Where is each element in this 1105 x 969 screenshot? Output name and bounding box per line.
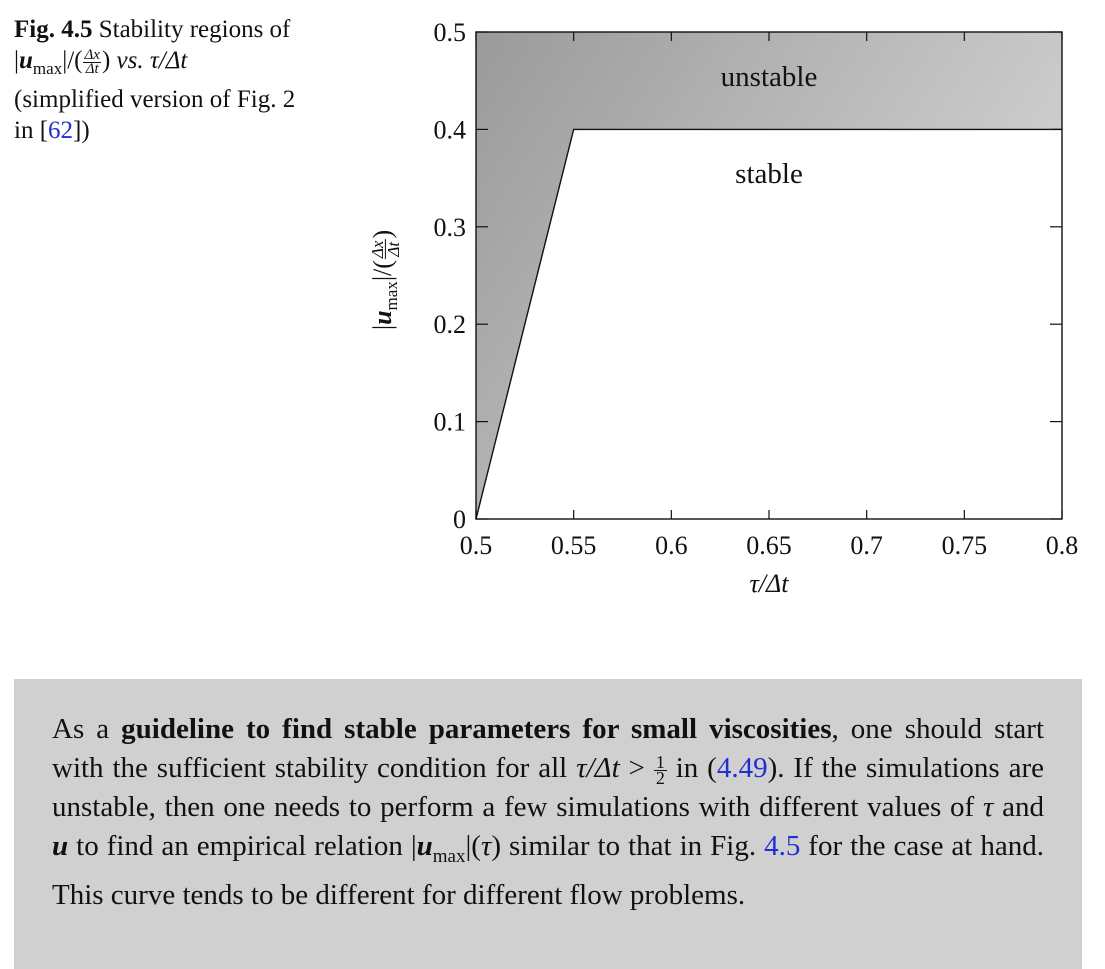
- caption-ref-link[interactable]: 62: [48, 117, 74, 144]
- guideline-and: and: [993, 791, 1045, 823]
- guideline-u: u: [52, 830, 69, 862]
- stable-region-label: stable: [735, 158, 803, 190]
- y-tick-label: 0.3: [434, 213, 467, 242]
- caption-frac-den: Δt: [85, 60, 99, 77]
- guideline-text-6: |(: [465, 830, 481, 862]
- y-tick-label: 0.4: [434, 115, 467, 144]
- x-tick-label: 0.8: [1046, 531, 1079, 560]
- caption-u-symbol: u: [19, 47, 33, 74]
- x-tick-label: 0.75: [942, 531, 988, 560]
- guideline-gt: >: [619, 752, 654, 784]
- y-tick-label: 0.1: [434, 408, 467, 437]
- stability-boundary-line: [475, 128, 1062, 520]
- guideline-bold-text: guideline to find stable parameters for …: [121, 713, 832, 745]
- x-tick-label: 0.5: [460, 531, 493, 560]
- caption-close: ]): [73, 117, 90, 144]
- caption-fraction: Δx Δt: [83, 46, 101, 77]
- x-tick-label: 0.7: [850, 531, 883, 560]
- x-axis-label: τ/Δt: [749, 569, 789, 598]
- ylabel-frac-den: Δt: [383, 241, 403, 257]
- guideline-text-4: ). If the simulations are unstable, then…: [52, 752, 1045, 823]
- guideline-text-8: for the case at hand. This curve tends t…: [52, 830, 1044, 911]
- guideline-box: As a guideline to find stable parameters…: [14, 679, 1082, 969]
- caption-vs: vs.: [116, 47, 144, 74]
- unstable-region-label: unstable: [721, 61, 818, 93]
- guideline-tau-2: τ: [480, 830, 492, 862]
- figure-caption: Fig. 4.5 Stability regions of |umax|/(Δx…: [14, 16, 296, 144]
- guideline-tau: τ: [982, 791, 994, 823]
- guideline-tau-expr: τ/Δt: [576, 752, 620, 784]
- caption-in: in [: [14, 117, 49, 144]
- y-tick-label: 0.2: [434, 310, 467, 339]
- ylabel-max: max: [382, 281, 402, 311]
- caption-simplified: (simplified version of Fig. 2: [14, 86, 296, 113]
- stability-chart: 0.5 0.55 0.6 0.65 0.7 0.75 0.8 0 0.1 0.2 0.3 0.4 0.5…: [434, 18, 1079, 598]
- ylabel-fraction: Δx Δt: [367, 239, 403, 260]
- guideline-umax-sub: max: [432, 845, 466, 867]
- guideline-text-5: to find an empirical relation |: [68, 830, 417, 862]
- caption-max-subscript: max: [32, 59, 63, 78]
- guideline-umax-u: u: [416, 830, 433, 862]
- ylabel-u: u: [367, 310, 397, 325]
- figure-label: Fig. 4.5: [14, 16, 93, 43]
- guideline-text-7: ) similar to that in Fig.: [491, 830, 765, 862]
- x-tick-label: 0.65: [746, 531, 792, 560]
- guideline-half-num: 1: [653, 751, 667, 772]
- guideline-paragraph: As a guideline to find stable parameters…: [52, 710, 1044, 915]
- y-tick-label: 0: [453, 505, 466, 534]
- caption-tau-expr: τ/Δt: [149, 47, 188, 74]
- x-tick-label: 0.55: [551, 531, 597, 560]
- guideline-text-3: in (: [666, 752, 717, 784]
- figure-ref-link[interactable]: 4.5: [764, 830, 801, 862]
- x-tick-label: 0.6: [655, 531, 688, 560]
- guideline-half-den: 2: [655, 767, 665, 788]
- stable-region: [476, 129, 1062, 519]
- caption-text: Stability regions of: [98, 16, 291, 43]
- y-tick-label: 0.5: [434, 18, 467, 47]
- equation-ref-link[interactable]: 4.49: [716, 752, 768, 784]
- caption-frac-num: Δx: [83, 46, 101, 63]
- guideline-text-1: As a: [52, 713, 122, 745]
- guideline-text-2: , one should start with the sufficient s…: [52, 713, 1044, 784]
- y-axis-label: |umax|/(Δx Δt): [367, 229, 403, 331]
